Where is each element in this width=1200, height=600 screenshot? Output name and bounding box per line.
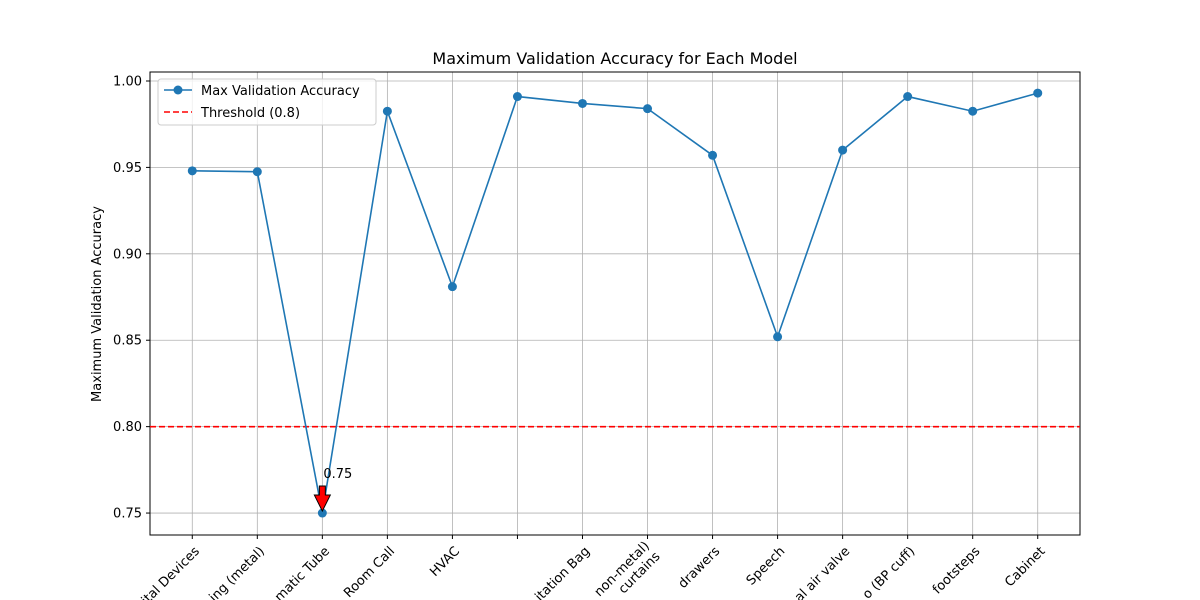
y-tick-label: 1.00 <box>113 74 142 89</box>
data-point <box>577 98 587 108</box>
data-point <box>317 508 327 518</box>
y-axis-label: Maximum Validation Accuracy <box>90 206 105 402</box>
annotation-arrow <box>313 485 332 513</box>
data-point <box>903 92 913 102</box>
data-point <box>447 282 457 292</box>
data-point <box>187 166 197 176</box>
y-tick-label: 0.75 <box>113 507 142 522</box>
legend-marker <box>173 85 183 95</box>
chart-title: Maximum Validation Accuracy for Each Mod… <box>432 49 797 68</box>
data-point <box>252 167 262 177</box>
data-point <box>968 106 978 116</box>
plot-frame <box>149 71 1081 536</box>
data-point <box>1033 88 1043 98</box>
annotation-text: 0.75 <box>323 467 352 482</box>
y-tick-label: 0.90 <box>113 247 142 262</box>
legend-box <box>157 78 377 126</box>
data-point <box>382 106 392 116</box>
data-point <box>773 332 783 342</box>
legend-label: Max Validation Accuracy <box>201 84 360 99</box>
y-tick-label: 0.85 <box>113 334 142 349</box>
legend: Max Validation Accuracy Threshold (0.8) <box>157 78 377 126</box>
series-line <box>192 92 1038 514</box>
y-tick-label: 0.95 <box>113 161 142 176</box>
data-point <box>643 104 653 114</box>
data-point <box>838 145 848 155</box>
y-tick-label: 0.80 <box>113 420 142 435</box>
data-point <box>512 92 522 102</box>
data-point <box>708 150 718 160</box>
legend-label: Threshold (0.8) <box>200 106 300 121</box>
